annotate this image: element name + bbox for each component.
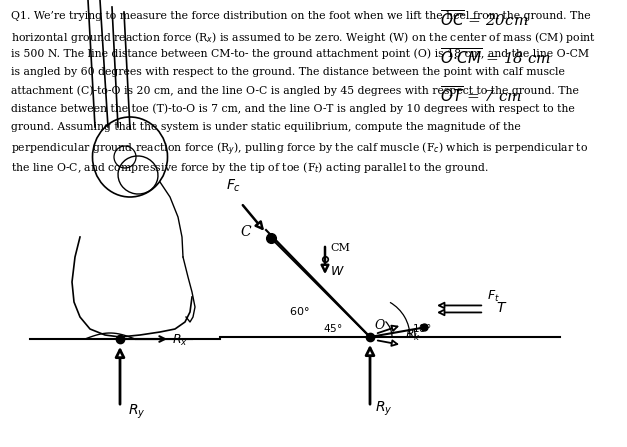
Text: C: C: [240, 225, 251, 239]
Text: $\overline{OT}$ = 7 cm: $\overline{OT}$ = 7 cm: [440, 86, 522, 106]
Text: $45°$: $45°$: [322, 322, 342, 334]
Text: $F_t$: $F_t$: [487, 288, 500, 304]
Text: $R_k$: $R_k$: [405, 328, 421, 343]
Text: $T$: $T$: [496, 301, 507, 316]
Text: perpendicular ground reaction force (R$_y$), pulling force by the calf muscle (F: perpendicular ground reaction force (R$_…: [11, 141, 589, 158]
Text: the line O-C, and compressive force by the tip of toe (F$_t$) acting parallel to: the line O-C, and compressive force by t…: [11, 160, 489, 175]
Text: $\overline{O{\cdot}CM}$ = 18 cm: $\overline{O{\cdot}CM}$ = 18 cm: [440, 48, 551, 68]
Text: CM: CM: [330, 243, 350, 253]
Text: distance between the toe (T)-to-O is 7 cm, and the line O-T is angled by 10 degr: distance between the toe (T)-to-O is 7 c…: [11, 104, 575, 114]
Text: $W$: $W$: [330, 265, 345, 278]
Text: $60°$: $60°$: [289, 305, 310, 317]
Text: $10°$: $10°$: [412, 322, 431, 334]
Text: is 500 N. The line distance between CM-to- the ground attachment point (O) is 18: is 500 N. The line distance between CM-t…: [11, 48, 589, 59]
Text: $F_c$: $F_c$: [226, 178, 241, 194]
Text: $R_x$: $R_x$: [172, 333, 188, 348]
Text: Q1. We’re trying to measure the force distribution on the foot when we lift the : Q1. We’re trying to measure the force di…: [11, 11, 591, 21]
Text: is angled by 60 degrees with respect to the ground. The distance between the poi: is angled by 60 degrees with respect to …: [11, 67, 565, 77]
Text: ground. Assuming that the system is under static equilibrium, compute the magnit: ground. Assuming that the system is unde…: [11, 122, 521, 132]
Text: attachment (C)-to-O is 20 cm, and the line O-C is angled by 45 degrees with resp: attachment (C)-to-O is 20 cm, and the li…: [11, 85, 579, 96]
Text: $R_y$: $R_y$: [128, 403, 145, 422]
Text: $R_y$: $R_y$: [375, 400, 393, 418]
Text: O: O: [375, 319, 385, 332]
Text: $\overline{OC}$ = 20cm: $\overline{OC}$ = 20cm: [440, 10, 529, 30]
Text: horizontal ground reaction force (R$_x$) is assumed to be zero. Weight (W) on th: horizontal ground reaction force (R$_x$)…: [11, 30, 596, 45]
